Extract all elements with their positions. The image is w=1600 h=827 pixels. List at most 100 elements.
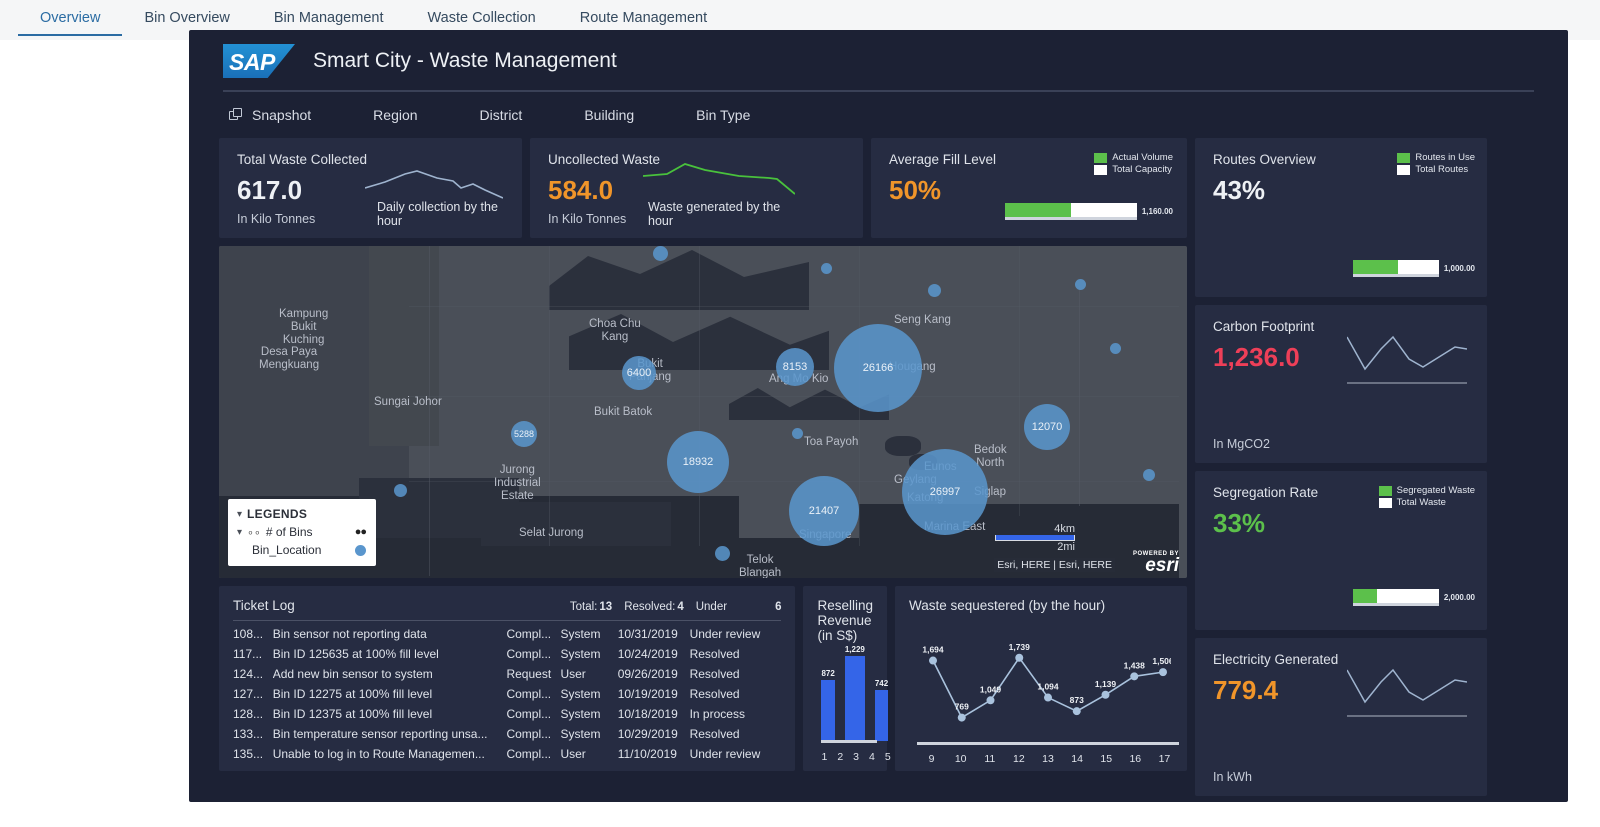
ticket-stat-resolved: Resolved: 4 bbox=[624, 601, 684, 613]
bar[interactable] bbox=[821, 679, 835, 741]
map-bin-dot[interactable] bbox=[394, 484, 407, 497]
legend-item-bin-location[interactable]: Bin_Location bbox=[237, 543, 366, 557]
line-data-point[interactable] bbox=[986, 696, 995, 705]
map-road bbox=[409, 481, 1179, 482]
table-row[interactable]: 108... Bin sensor not reporting data Compl… bbox=[233, 624, 781, 644]
legend-group-bins[interactable]: ▾ ∘∘ # of Bins ●● bbox=[237, 525, 367, 539]
nav-tab-bin-management[interactable]: Bin Management bbox=[273, 10, 384, 26]
map-legend[interactable]: ▾ LEGENDS ▾ ∘∘ # of Bins ●● Bin_Location bbox=[228, 499, 376, 566]
chevron-down-icon[interactable]: ▾ bbox=[237, 526, 243, 538]
map-attribution: Esri, HERE | Esri, HERE bbox=[994, 558, 1115, 572]
filter-snapshot[interactable]: Snapshot bbox=[229, 107, 311, 123]
reselling-revenue-chart[interactable]: Reselling Revenue (in S$) 8721,229742688… bbox=[803, 586, 1125, 771]
map-bin-dot[interactable] bbox=[1075, 279, 1086, 290]
map-bin-dot[interactable] bbox=[1143, 469, 1155, 481]
bar-column[interactable]: 872 bbox=[821, 632, 835, 741]
kpi-carbon-footprint[interactable]: Carbon Footprint 1,236.0 In MgCO2 bbox=[1195, 304, 1487, 463]
line-data-point[interactable] bbox=[1044, 693, 1052, 702]
sparkline-electricity-generated bbox=[1347, 668, 1467, 717]
filter-building[interactable]: Building bbox=[584, 107, 635, 123]
table-row[interactable]: 135... Unable to log in to Route Manageme… bbox=[233, 744, 781, 764]
map-bin-bubble[interactable]: 8153 bbox=[776, 348, 814, 386]
line-value-label: 769 bbox=[955, 702, 969, 712]
line-data-point[interactable] bbox=[1015, 653, 1024, 662]
chevron-down-icon[interactable]: ▾ bbox=[237, 508, 243, 520]
map-road bbox=[429, 246, 430, 576]
map-bin-dot[interactable] bbox=[821, 263, 832, 274]
filter-bin-type[interactable]: Bin Type bbox=[696, 107, 751, 123]
dashboard-body: Total Waste Collected 617.0 In Kilo Tonn… bbox=[189, 138, 1568, 796]
legend-header[interactable]: ▾ LEGENDS bbox=[237, 507, 366, 521]
table-row[interactable]: 133... Bin temperature sensor reporting u… bbox=[233, 724, 781, 744]
line-value-label: 1,694 bbox=[922, 645, 944, 655]
table-row[interactable]: 117... Bin ID 125635 at 100% fill level Co… bbox=[233, 644, 781, 664]
bar-column[interactable]: 1,229 bbox=[844, 632, 865, 741]
map-water bbox=[885, 436, 921, 456]
cell-id: 128... bbox=[233, 707, 264, 721]
nav-tab-route-management[interactable]: Route Management bbox=[579, 10, 708, 26]
line-data-point[interactable] bbox=[929, 656, 937, 665]
map-bin-dot[interactable] bbox=[653, 246, 668, 261]
side-column: Routes Overview 43% Routes in Use Total … bbox=[1195, 138, 1487, 796]
map-bin-bubble[interactable]: 12070 bbox=[1024, 404, 1070, 450]
waste-sequestered-chart[interactable]: Waste sequestered (by the hour) 1,694 769… bbox=[895, 586, 1187, 771]
stat-key: Total: bbox=[569, 601, 598, 613]
map-bin-dot[interactable] bbox=[715, 546, 730, 561]
line-chart-x-labels: 9 10 11 12 13 14 15 16 17 bbox=[917, 753, 1179, 765]
nav-tab-bin-overview[interactable]: Bin Overview bbox=[144, 10, 230, 26]
table-row[interactable]: 128... Bin ID 12375 at 100% fill level Com… bbox=[233, 704, 781, 724]
cell-type: Compl... bbox=[506, 707, 552, 721]
cell-desc: Add new bin sensor to system bbox=[272, 667, 433, 681]
line-data-point[interactable] bbox=[1101, 690, 1110, 699]
map-bin-bubble[interactable]: 26166 bbox=[834, 324, 922, 412]
map-place-label: Telok Blangah bbox=[739, 554, 782, 578]
ticket-log-title: Ticket Log bbox=[233, 598, 295, 613]
kpi-electricity-generated[interactable]: Electricity Generated 779.4 In kWh bbox=[1195, 637, 1487, 796]
bullet-track bbox=[1352, 259, 1439, 277]
map-place-label: Bukit Batok bbox=[594, 406, 653, 418]
cell-id: 127... bbox=[233, 687, 264, 701]
kpi-routes-overview[interactable]: Routes Overview 43% Routes in Use Total … bbox=[1195, 138, 1487, 297]
map-bin-dot[interactable] bbox=[928, 284, 941, 297]
kpi-segregation-rate[interactable]: Segregation Rate 33% Segregated Waste To… bbox=[1195, 471, 1487, 630]
table-row[interactable]: 124... Add new bin sensor to system Reques… bbox=[233, 664, 781, 684]
dashboard-app: SAP Smart City - Waste Management Snapsh… bbox=[189, 30, 1568, 802]
filter-region[interactable]: Region bbox=[373, 107, 418, 123]
map-bin-bubble[interactable]: 6400 bbox=[622, 356, 656, 390]
kpi-average-fill-level[interactable]: Average Fill Level 50% Actual Volume Tot… bbox=[871, 138, 1187, 238]
legend-swatch-total-waste bbox=[1378, 497, 1392, 508]
map-bin-bubble[interactable]: 5288 bbox=[511, 421, 537, 447]
bar[interactable] bbox=[874, 689, 889, 741]
kpi-uncollected-waste[interactable]: Uncollected Waste 584.0 In Kilo Tonnes W… bbox=[530, 138, 863, 238]
bin-location-map[interactable]: Kampung Bukit Kuching Desa Paya Mengkuang Cho… bbox=[219, 246, 1187, 578]
kpi-total-waste-collected[interactable]: Total Waste Collected 617.0 In Kilo Tonn… bbox=[219, 138, 522, 238]
filter-district[interactable]: District bbox=[479, 107, 523, 123]
map-road bbox=[549, 246, 550, 546]
nav-tab-waste-collection[interactable]: Waste Collection bbox=[427, 10, 536, 26]
line-value-label: 1,506 bbox=[1152, 656, 1171, 666]
map-bin-bubble[interactable]: 18932 bbox=[667, 431, 729, 493]
table-row[interactable]: 127... Bin ID 12275 at 100% fill level Com… bbox=[233, 684, 781, 704]
kpi-unit: In MgCO2 bbox=[1213, 437, 1270, 451]
cell-source: System bbox=[560, 687, 601, 701]
line-value-label: 1,739 bbox=[1009, 642, 1031, 652]
line-data-point[interactable] bbox=[1159, 668, 1167, 677]
stat-key: Resolved: bbox=[624, 601, 676, 613]
cell-date: 10/31/2019 bbox=[617, 627, 678, 641]
scale-mi-label: 2mi bbox=[1057, 541, 1075, 553]
fill-level-legend: Actual Volume Total Capacity bbox=[1094, 152, 1173, 175]
map-bin-dot[interactable] bbox=[792, 428, 803, 439]
map-bin-dot[interactable] bbox=[1110, 343, 1121, 354]
cell-status: Resolved bbox=[689, 727, 740, 741]
bar[interactable] bbox=[844, 655, 865, 741]
bar-column[interactable]: 742 bbox=[874, 632, 889, 741]
line-data-point[interactable] bbox=[957, 713, 966, 722]
map-bin-bubble[interactable]: 26997 bbox=[902, 449, 988, 535]
esri-logo: POWERED BY esri bbox=[1133, 551, 1179, 575]
nav-tab-overview[interactable]: Overview bbox=[18, 0, 123, 36]
kpi-subtitle: Daily collection by the hour bbox=[377, 200, 498, 228]
map-bin-bubble[interactable]: 21407 bbox=[789, 476, 859, 546]
line-data-point[interactable] bbox=[1130, 672, 1139, 681]
line-data-point[interactable] bbox=[1072, 707, 1081, 716]
page-title: Smart City - Waste Management bbox=[313, 49, 617, 72]
